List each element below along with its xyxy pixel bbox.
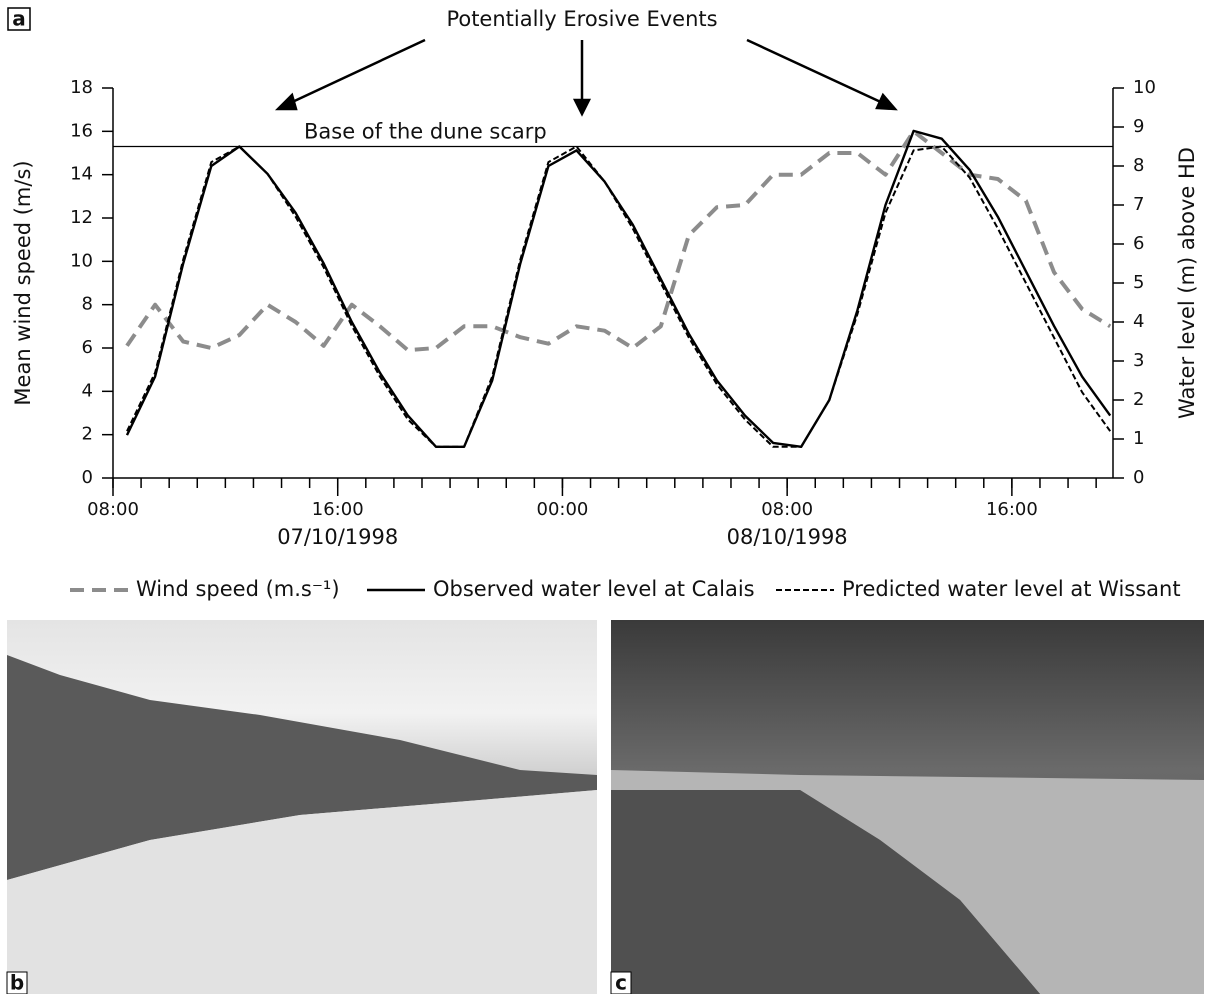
x-tick-label: 08:00 (761, 499, 813, 520)
x-tick-label: 08:00 (87, 499, 139, 520)
y2-tick-label: 8 (1133, 155, 1144, 176)
panel-label: a (12, 7, 26, 31)
legend-label: Wind speed (m.s⁻¹) (136, 577, 340, 601)
y-tick-label: 0 (82, 467, 93, 488)
legend-item: Wind speed (m.s⁻¹) (70, 577, 340, 601)
date-label: 07/10/1998 (277, 525, 398, 549)
y-tick-label: 6 (82, 337, 93, 358)
y2-tick-label: 1 (1133, 428, 1144, 449)
y2-axis-label: Water level (m) above HD (1175, 147, 1199, 419)
annotation: Potentially Erosive Events (446, 7, 717, 31)
y2-tick-label: 6 (1133, 233, 1144, 254)
photo-b: b (7, 620, 597, 994)
y-tick-label: 10 (70, 250, 93, 271)
y2-tick-label: 0 (1133, 467, 1144, 488)
y-tick-label: 16 (70, 120, 93, 141)
legend-item: Observed water level at Calais (367, 577, 755, 601)
y2-tick-label: 9 (1133, 116, 1144, 137)
y2-tick-label: 5 (1133, 272, 1144, 293)
legend-item: Predicted water level at Wissant (776, 577, 1181, 601)
series-line (127, 147, 1110, 447)
figure: a b c 02468101214161801234567891008:0016… (0, 0, 1211, 994)
legend-label: Predicted water level at Wissant (842, 577, 1181, 601)
panel-label: b (10, 971, 24, 994)
y-tick-label: 4 (82, 380, 93, 401)
y2-tick-label: 4 (1133, 311, 1144, 332)
photo-c: c (611, 620, 1204, 994)
series-line (127, 131, 1110, 447)
y-tick-label: 14 (70, 164, 93, 185)
y-tick-label: 8 (82, 294, 93, 315)
panel-label: c (615, 971, 627, 994)
y-axis-label: Mean wind speed (m/s) (11, 160, 35, 405)
y2-tick-label: 10 (1133, 77, 1156, 98)
x-tick-label: 16:00 (312, 499, 364, 520)
y2-tick-label: 2 (1133, 389, 1144, 410)
y-tick-label: 2 (82, 424, 93, 445)
legend-label: Observed water level at Calais (433, 577, 755, 601)
x-tick-label: 00:00 (537, 499, 589, 520)
y-tick-label: 18 (70, 77, 93, 98)
y2-tick-label: 7 (1133, 194, 1144, 215)
x-tick-label: 16:00 (986, 499, 1038, 520)
date-label: 08/10/1998 (727, 525, 848, 549)
annotation-arrows (278, 40, 895, 114)
y2-tick-label: 3 (1133, 350, 1144, 371)
reference-label: Base of the dune scarp (304, 120, 547, 144)
series-line (127, 131, 1110, 350)
y-tick-label: 12 (70, 207, 93, 228)
